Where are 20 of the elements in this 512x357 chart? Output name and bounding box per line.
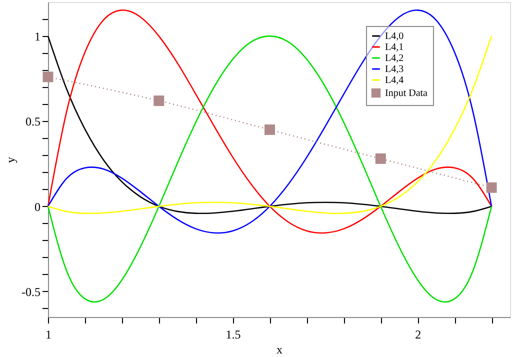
y-tick-label: 0.5 — [26, 114, 40, 129]
legend-label: L4,0 — [385, 31, 404, 42]
y-tick-label: -0.5 — [22, 284, 40, 299]
y-tick-label: 1 — [34, 30, 40, 44]
x-tick-label: 2 — [415, 328, 422, 342]
legend-label: L4,4 — [385, 75, 404, 86]
point — [375, 153, 386, 164]
x-axis-title: x — [276, 342, 282, 356]
x-tick-label: 1.5 — [226, 328, 241, 342]
point — [42, 72, 54, 82]
x-tick-label: 1 — [46, 328, 52, 342]
y-axis-title: y — [4, 157, 18, 163]
legend-label: L4,2 — [385, 53, 404, 64]
legend-label: L4,1 — [385, 42, 404, 53]
y-tick-label: 0 — [34, 200, 40, 214]
point — [154, 96, 164, 106]
point — [486, 182, 497, 193]
legend-label: L4,3 — [385, 64, 404, 75]
legend-label: Input Data — [385, 88, 428, 99]
point — [264, 124, 276, 135]
